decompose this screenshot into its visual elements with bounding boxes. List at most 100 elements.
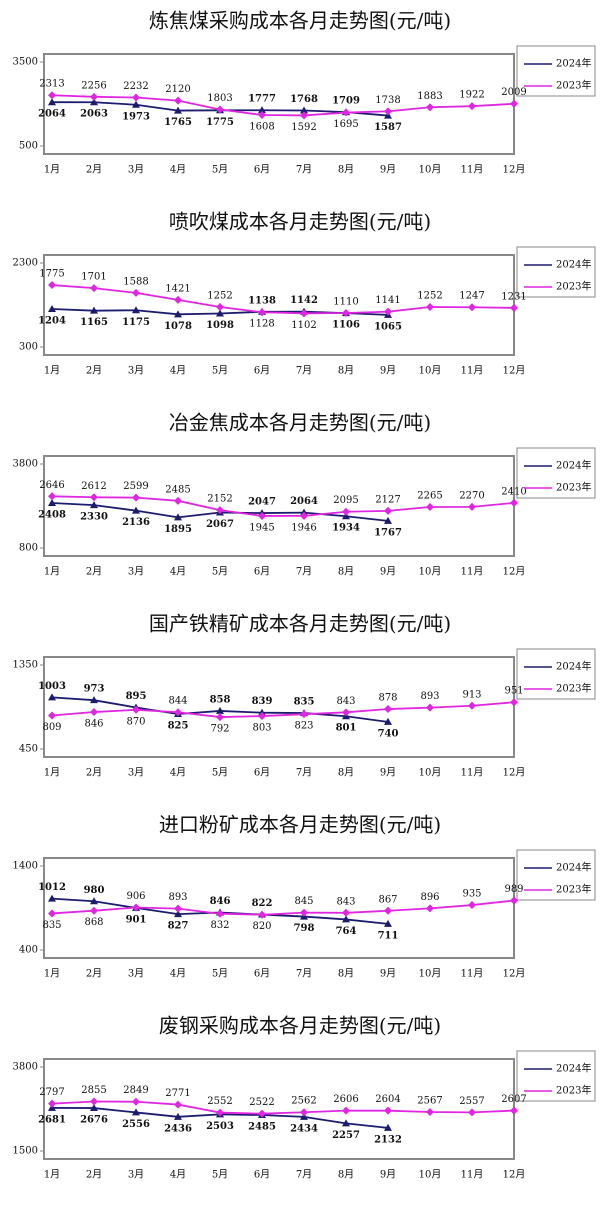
marker [48, 1099, 56, 1108]
marker [90, 1097, 98, 1106]
data-label: 1204 [38, 316, 66, 327]
marker [300, 511, 308, 520]
data-label: 1608 [249, 121, 274, 132]
legend-label: 2023年 [556, 280, 591, 293]
chart: 喷吹煤成本各月走势图(元/吨) 300 2300 1月 2月 3月 4月 5月 6月 7月 8月 9月… [13, 210, 596, 377]
data-label: 1775 [39, 269, 64, 280]
data-label: 1141 [375, 295, 400, 306]
plot-frame [43, 656, 515, 758]
x-tick-label: 9月 [380, 566, 396, 578]
marker [132, 100, 140, 108]
data-label: 1946 [291, 522, 316, 533]
data-label: 1768 [290, 94, 318, 105]
data-label: 1128 [249, 319, 274, 330]
marker [90, 708, 98, 717]
x-tick-label: 5月 [212, 968, 228, 980]
x-tick-label: 3月 [128, 1169, 144, 1181]
x-tick-label: 9月 [380, 365, 396, 377]
chart: 废钢采购成本各月走势图(元/吨) 1500 3800 1月 2月 3月 4月 5月 6月 7月 8月… [13, 1014, 596, 1181]
data-label: 1777 [248, 94, 276, 105]
marker [300, 710, 308, 719]
marker [468, 901, 476, 910]
marker [342, 507, 350, 516]
marker [426, 303, 434, 312]
marker [132, 1097, 140, 1106]
data-label: 1247 [459, 291, 484, 302]
y-tick-label: 450 [19, 744, 38, 755]
x-tick-label: 8月 [338, 968, 354, 980]
y-tick-label: 400 [19, 945, 38, 956]
x-tick-label: 1月 [44, 164, 60, 176]
data-label: 1078 [164, 321, 192, 332]
x-tick-label: 10月 [419, 968, 442, 980]
x-tick-label: 1月 [44, 1169, 60, 1181]
marker [384, 107, 392, 116]
data-label: 1421 [165, 283, 190, 294]
data-label: 809 [42, 722, 61, 733]
x-tick-label: 3月 [128, 164, 144, 176]
x-tick-label: 7月 [296, 566, 312, 578]
series-line [51, 94, 515, 117]
data-label: 2797 [39, 1087, 64, 1098]
marker [174, 904, 182, 913]
data-label: 893 [420, 691, 439, 702]
marker [48, 492, 56, 501]
x-tick-label: 4月 [170, 164, 186, 176]
marker [48, 305, 56, 313]
data-label: 1592 [291, 122, 316, 133]
marker [342, 1106, 350, 1115]
marker [90, 306, 98, 314]
x-tick-label: 6月 [254, 968, 270, 980]
data-label: 2599 [123, 481, 148, 492]
marker [174, 1112, 182, 1120]
data-label: 878 [378, 693, 397, 704]
legend-label: 2024年 [556, 258, 591, 271]
x-tick-label: 9月 [380, 767, 396, 779]
data-label: 843 [336, 896, 355, 907]
data-label: 2410 [501, 486, 526, 497]
x-tick-label: 8月 [338, 767, 354, 779]
marker [48, 894, 56, 902]
marker [48, 98, 56, 106]
legend-frame [516, 849, 596, 901]
data-label: 2607 [501, 1094, 526, 1105]
marker [384, 919, 392, 927]
legend-label: 2024年 [556, 660, 591, 673]
chart: 冶金焦成本各月走势图(元/吨) 800 3800 1月 2月 3月 4月 5月 6月 7月 8月 9月… [13, 411, 596, 578]
x-tick-label: 10月 [419, 365, 442, 377]
data-label: 2120 [165, 84, 190, 95]
marker [48, 693, 56, 701]
x-tick-label: 7月 [296, 1169, 312, 1181]
y-tick-label: 800 [19, 543, 38, 554]
series-line [51, 701, 515, 718]
data-label: 1098 [206, 320, 234, 331]
marker [510, 498, 518, 507]
x-tick-label: 9月 [380, 164, 396, 176]
data-label: 895 [126, 691, 147, 702]
data-label: 951 [504, 686, 523, 697]
data-label: 2257 [332, 1130, 360, 1141]
x-tick-label: 8月 [338, 566, 354, 578]
x-tick-label: 5月 [212, 767, 228, 779]
data-label: 935 [462, 889, 481, 900]
x-tick-label: 9月 [380, 1169, 396, 1181]
marker [510, 99, 518, 108]
legend-frame [516, 1050, 596, 1102]
marker [48, 711, 56, 720]
data-label: 2849 [123, 1085, 148, 1096]
marker [426, 703, 434, 712]
x-tick-label: 4月 [170, 365, 186, 377]
x-tick-label: 1月 [44, 365, 60, 377]
data-label: 913 [462, 689, 481, 700]
plot-frame [43, 254, 515, 356]
data-label: 980 [84, 885, 105, 896]
marker [300, 1112, 308, 1120]
legend-label: 2024年 [556, 861, 591, 874]
data-label: 2132 [374, 1134, 402, 1145]
marker [510, 896, 518, 905]
marker [90, 696, 98, 704]
chart-title: 炼焦煤采购成本各月走势图(元/吨) [149, 9, 451, 33]
y-tick-label: 3500 [13, 57, 38, 68]
x-tick-label: 7月 [296, 164, 312, 176]
data-label: 2313 [39, 79, 64, 90]
